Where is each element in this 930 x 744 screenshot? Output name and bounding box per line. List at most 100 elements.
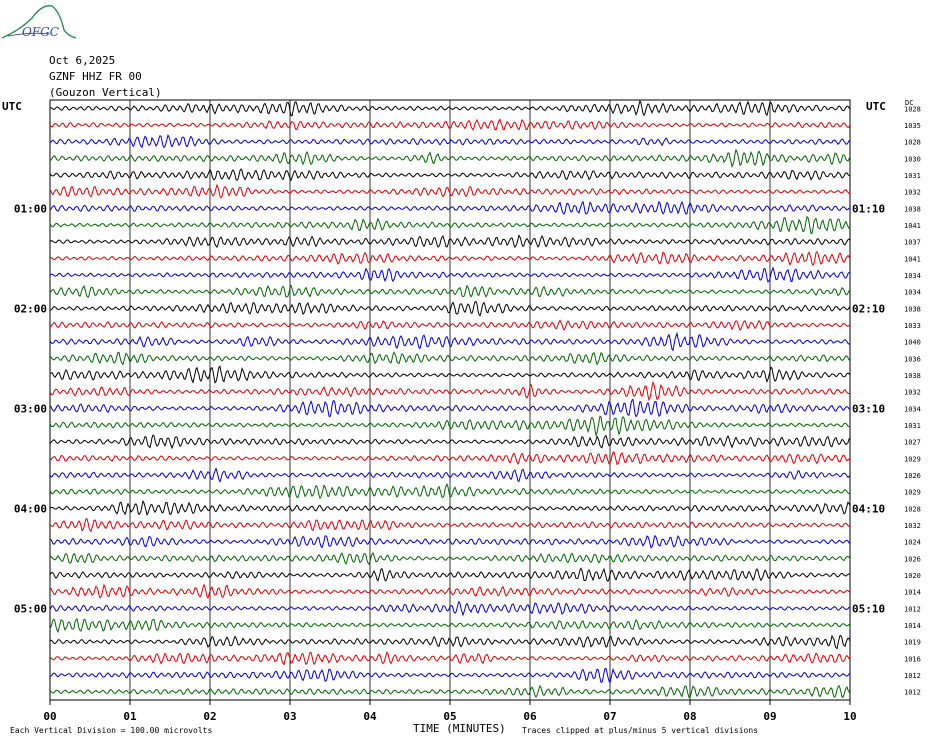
x-tick-label: 09	[763, 710, 776, 723]
x-tick-label: 05	[443, 710, 456, 723]
right-hour-label: 01:10	[852, 202, 885, 215]
seismic-trace	[49, 284, 851, 299]
dc-offset-label: 1038	[904, 205, 921, 213]
right-hour-label: 05:10	[852, 602, 885, 615]
logo-text: OFGC	[22, 25, 59, 39]
seismic-trace	[49, 518, 851, 533]
x-tick-label: 04	[363, 710, 377, 723]
x-tick-label: 08	[683, 710, 696, 723]
seismic-trace	[49, 600, 851, 617]
dc-offset-label: 1032	[904, 389, 921, 397]
seismic-trace	[49, 684, 851, 698]
dc-offset-label: 1033	[904, 322, 921, 330]
dc-offset-label: 1032	[904, 189, 921, 197]
left-hour-label: 02:00	[14, 302, 47, 315]
seismic-trace	[49, 534, 851, 549]
left-hour-label: 01:00	[14, 202, 47, 215]
date-label: Oct 6,2025	[49, 54, 116, 67]
left-utc-label: UTC	[2, 100, 22, 113]
seismic-trace	[49, 434, 851, 450]
seismic-trace	[49, 380, 851, 402]
dc-offset-label: 1029	[904, 455, 921, 463]
x-tick-label: 01	[123, 710, 137, 723]
dc-offset-label: 1026	[904, 555, 921, 563]
left-hour-label: 05:00	[14, 602, 47, 615]
seismic-trace	[49, 482, 851, 500]
seismic-trace	[49, 148, 851, 169]
dc-offset-label: 1029	[904, 489, 921, 497]
seismic-trace	[49, 331, 851, 352]
dc-offset-label: 1012	[904, 689, 921, 697]
seismic-trace	[49, 365, 851, 384]
dc-offset-label: 1016	[904, 655, 921, 663]
seismic-trace	[49, 351, 851, 366]
x-tick-label: 03	[283, 710, 296, 723]
dc-offset-label: 1014	[904, 622, 921, 630]
dc-offset-label: 1036	[904, 355, 921, 363]
seismic-trace	[49, 617, 851, 634]
location-label: (Gouzon Vertical)	[49, 86, 162, 99]
seismic-trace	[49, 651, 851, 666]
seismic-trace	[49, 415, 851, 437]
x-tick-label: 10	[843, 710, 856, 723]
seismic-trace	[49, 634, 851, 650]
seismic-trace	[49, 133, 851, 149]
dc-offset-label: 1024	[904, 539, 921, 547]
seismic-trace	[49, 183, 851, 199]
dc-offset-label: 1035	[904, 122, 921, 130]
dc-offset-label: 1037	[904, 239, 921, 247]
dc-offset-label: 1031	[904, 422, 921, 430]
seismic-trace	[49, 234, 851, 249]
dc-offset-label: 1031	[904, 172, 921, 180]
seismic-trace	[49, 551, 851, 566]
right-hour-label: 02:10	[852, 302, 885, 315]
left-hour-label: 04:00	[14, 502, 47, 515]
dc-offset-label: 1020	[904, 572, 921, 580]
footer-scale-note: Each Vertical Division = 100.00 microvol…	[10, 726, 213, 735]
left-hour-label: 03:00	[14, 402, 47, 415]
right-utc-label: UTC	[866, 100, 886, 113]
seismic-trace	[49, 300, 851, 317]
dc-offset-label: 1014	[904, 589, 921, 597]
seismic-trace	[49, 99, 851, 117]
right-hour-label: 04:10	[852, 502, 885, 515]
footer-clip-note: Traces clipped at plus/minus 5 vertical …	[522, 726, 759, 735]
dc-offset-label: 1030	[904, 155, 921, 163]
trace-group	[49, 99, 851, 698]
seismic-trace	[49, 215, 851, 234]
dc-offset-label: 1019	[904, 639, 921, 647]
ofgc-logo-icon	[1, 5, 77, 39]
seismic-trace	[49, 319, 851, 331]
seismic-trace	[49, 583, 851, 600]
right-hour-label: 03:10	[852, 402, 885, 415]
dc-offset-label: 1041	[904, 255, 921, 263]
dc-offset-label: 1032	[904, 522, 921, 530]
dc-offset-label: 1028	[904, 139, 921, 147]
seismic-trace	[49, 398, 851, 418]
seismic-trace	[49, 118, 851, 131]
seismic-trace	[49, 200, 851, 215]
seismic-trace	[49, 499, 851, 517]
seismic-trace	[49, 567, 851, 583]
dc-offset-label: 1028	[904, 505, 921, 513]
seismic-trace	[49, 667, 851, 684]
chart-grid	[49, 99, 851, 705]
seismic-trace	[49, 168, 851, 182]
seismic-trace	[49, 266, 851, 283]
x-tick-label: 00	[43, 710, 56, 723]
label-group: 00 01 02 03 04 05 06 07 08 09 10 1028 1035 1028 1030 10…	[14, 105, 921, 723]
dc-offset-label: 1034	[904, 289, 921, 297]
dc-offset-label: 1040	[904, 339, 921, 347]
dc-offset-label: 1038	[904, 372, 921, 380]
x-tick-label: 06	[523, 710, 537, 723]
station-label: GZNF HHZ FR 00	[49, 70, 142, 83]
dc-offset-label: 1026	[904, 472, 921, 480]
seismic-trace	[49, 451, 851, 466]
dc-offset-label: 1034	[904, 272, 921, 280]
x-axis-title: TIME (MINUTES)	[413, 722, 506, 735]
dc-offset-label: 1038	[904, 305, 921, 313]
seismic-trace	[49, 250, 851, 267]
dc-offset-label: 1012	[904, 605, 921, 613]
